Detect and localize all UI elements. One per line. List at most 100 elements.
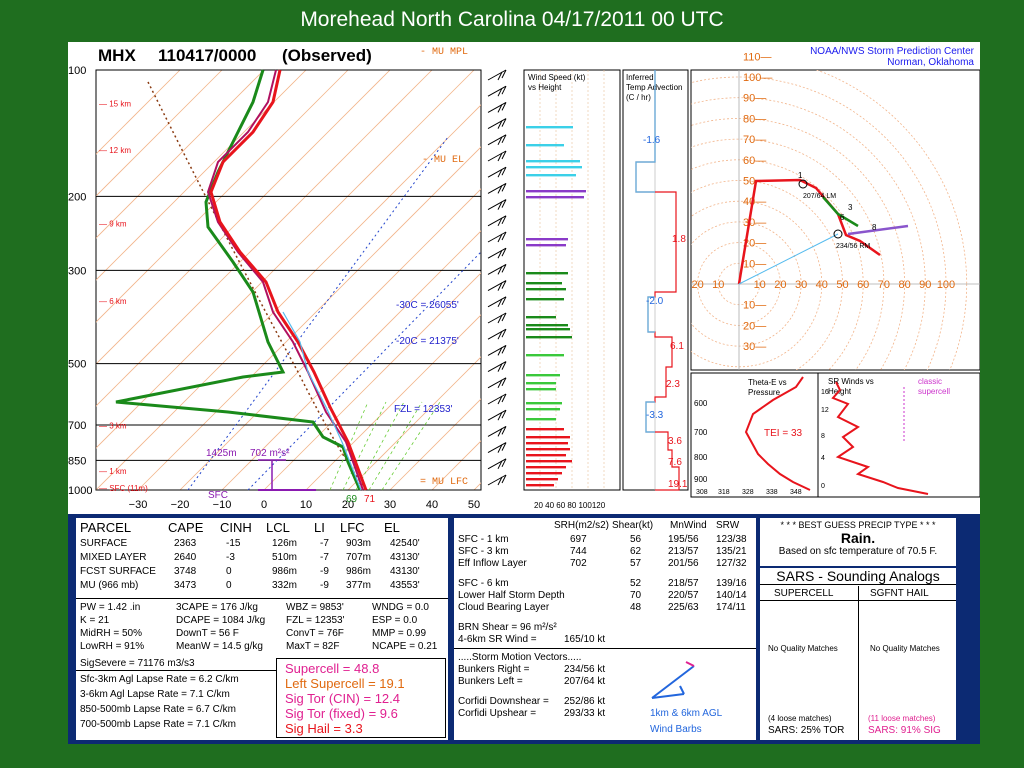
wind-speed-bar xyxy=(526,238,568,241)
theta-p-800: 800 xyxy=(694,453,708,462)
index-cell-2-1: DownT = 56 F xyxy=(176,628,239,639)
barb-staff xyxy=(487,393,507,405)
barb-flag xyxy=(501,85,507,95)
parcel-cell-1-1: 2640 xyxy=(174,552,197,563)
barb-staff xyxy=(487,425,507,437)
corfidi-up-value: 293/33 kt xyxy=(564,708,606,719)
parcel-cell-0-6: 42540' xyxy=(390,538,420,549)
barb-flag xyxy=(497,120,503,129)
pressure-label-850: 850 xyxy=(68,455,86,467)
barb-staff xyxy=(487,199,507,211)
kin-cell-4-2: 70 xyxy=(630,590,642,601)
theta-e-panel: Theta-E vs Pressure TEI = 33 600 700 800… xyxy=(690,372,819,498)
sigtor-fixed-label: Sig Tor (fixed) = 9.6 xyxy=(285,706,398,721)
index-cell-1-2: FZL = 12353' xyxy=(286,615,345,626)
hodo-point-8: 8 xyxy=(872,223,877,232)
sr-wind-value: 165/10 kt xyxy=(564,634,606,645)
parcel-cell-0-3: 126m xyxy=(272,538,298,549)
wind-speed-bar xyxy=(526,382,556,385)
precip-type: Rain. xyxy=(840,530,876,546)
parcel-cell-1-4: -7 xyxy=(320,552,329,563)
datetime-label: 110417/0000 xyxy=(158,46,256,65)
sr-h-4: 0 xyxy=(821,483,825,490)
index-cell-2-2: ConvT = 76F xyxy=(286,628,344,639)
barb-flag xyxy=(501,328,507,338)
barb-staff xyxy=(487,474,507,486)
isotherm-0 xyxy=(96,104,481,490)
wind-speed-panel: Wind Speed (kt) vs Height 20 40 60 80 10… xyxy=(523,69,621,510)
parcel-cell-1-5: 707m xyxy=(346,552,372,563)
height-label-4: — 3 km xyxy=(99,421,127,430)
corfidi-up-label: Corfidi Upshear = xyxy=(458,708,537,719)
hodo-y-label-11: 10— xyxy=(743,300,766,312)
theta-x-0: 308 xyxy=(696,489,708,496)
theta-e-line xyxy=(744,376,811,491)
wind-barbs xyxy=(487,69,507,486)
barb-flag xyxy=(497,104,503,113)
height-label-5: — 1 km xyxy=(99,467,127,476)
barb-flag xyxy=(497,201,503,210)
isotherm-10 xyxy=(516,70,936,490)
isotherm-5 xyxy=(305,314,481,490)
wind-speed-bar xyxy=(526,126,573,129)
bunkers-left-value: 207/64 kt xyxy=(564,676,606,687)
index-cell-0-3: WNDG = 0.0 xyxy=(372,602,429,613)
precip-title: * * * BEST GUESS PRECIP TYPE * * * xyxy=(780,520,936,530)
kin-cell-0-4: 123/38 xyxy=(716,534,747,545)
wind-speed-bar xyxy=(526,328,570,331)
parcel-header-6: EL xyxy=(384,520,400,535)
pressure-label-500: 500 xyxy=(68,359,86,371)
barb-flag xyxy=(497,379,503,389)
corfidi-down-value: 252/86 kt xyxy=(564,696,606,707)
adv-value-5: -3.3 xyxy=(646,410,664,421)
info-panel: SigSevere = 71176 m3/s3 Supercell = 48.8… xyxy=(68,514,980,744)
index-cell-1-3: ESP = 0.0 xyxy=(372,615,418,626)
lapse-row-2: 850-500mb Lapse Rate = 6.7 C/km xyxy=(80,704,236,715)
wind-speed-bar xyxy=(526,316,556,319)
theta-x-2: 328 xyxy=(742,489,754,496)
sars-result1: SARS: 25% TOR xyxy=(768,725,845,736)
sars-result2: SARS: 91% SIG xyxy=(868,725,941,736)
index-cell-1-0: K = 21 xyxy=(80,615,110,626)
barb-staff xyxy=(487,377,507,389)
observed-label: (Observed) xyxy=(282,46,372,65)
hodo-y-label-4: 70— xyxy=(743,134,766,146)
kin-cell-5-0: Cloud Bearing Layer xyxy=(458,602,550,613)
supercell-label: Supercell = 48.8 xyxy=(285,661,380,676)
isotherm-1 xyxy=(137,146,481,490)
temp-advection-panel: Inferred Temp Advection (C / hr) -1.6 1.8… xyxy=(622,69,689,491)
parcel-header-3: LCL xyxy=(266,520,290,535)
wind-speed-bar xyxy=(526,272,568,275)
hodograph: 110— 100— 90— 80— 70— 60— 50— 40— 30— 20— 10— 10— 20… xyxy=(690,51,981,371)
barb-flag xyxy=(497,168,503,178)
spc-label-1: NOAA/NWS Storm Prediction Center xyxy=(810,46,975,57)
sars-title: SARS - Sounding Analogs xyxy=(760,568,956,585)
temp-tick-5: 20 xyxy=(342,499,354,511)
index-cell-2-3: MMP = 0.99 xyxy=(372,628,427,639)
barb-flag xyxy=(497,71,503,81)
barb-flag xyxy=(501,361,507,370)
barb-staff xyxy=(487,69,507,81)
wind-speed-bar xyxy=(526,428,564,431)
sr-h-1: 12 xyxy=(821,407,829,414)
lapse-row-0: Sfc-3km Agl Lapse Rate = 6.2 C/km xyxy=(80,674,239,685)
index-cell-0-0: PW = 1.42 .in xyxy=(80,602,141,613)
wind-speed-bar xyxy=(526,402,562,405)
wind-speed-bar xyxy=(526,436,570,439)
wind-panel-ticks: 20 40 60 80 100120 xyxy=(534,501,606,510)
bunkers-right-label: Bunkers Right = xyxy=(458,664,530,675)
kin-cell-5-2: 48 xyxy=(630,602,642,613)
index-cell-3-2: MaxT = 82F xyxy=(286,641,340,652)
theta-x-3: 338 xyxy=(766,489,778,496)
barb-flag xyxy=(497,476,503,486)
kin-cell-4-4: 140/14 xyxy=(716,590,747,601)
sr-winds-line xyxy=(831,381,929,495)
sfc-td-label: 69 xyxy=(346,494,358,505)
dewpoint-line xyxy=(115,69,362,491)
kin-header-1: Shear(kt) xyxy=(612,520,654,531)
left-supercell-label: Left Supercell = 19.1 xyxy=(285,676,405,691)
barb-flag xyxy=(497,282,503,291)
barb-flag xyxy=(501,393,507,403)
wind-speed-bar xyxy=(526,288,566,291)
isotherm-marker-line-2 xyxy=(247,251,482,491)
